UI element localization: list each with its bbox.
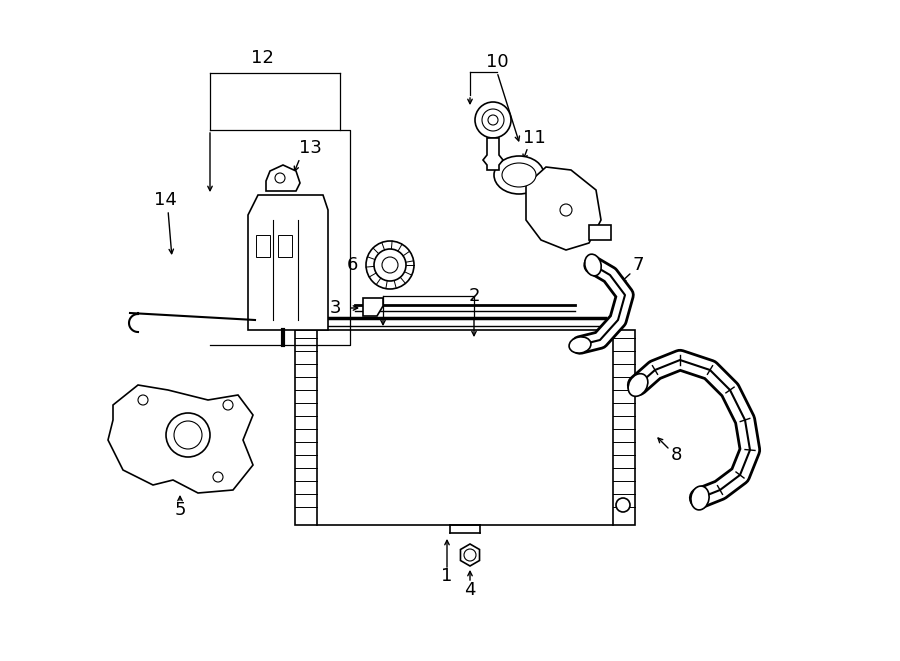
Polygon shape [526, 167, 601, 250]
Ellipse shape [569, 337, 591, 353]
Bar [256, 235, 270, 257]
Text: 7: 7 [632, 256, 644, 274]
Circle shape [374, 249, 406, 281]
Text: 6: 6 [346, 256, 357, 274]
Polygon shape [589, 225, 611, 240]
Circle shape [560, 204, 572, 216]
Polygon shape [363, 298, 383, 316]
Text: 12: 12 [250, 49, 274, 67]
Ellipse shape [502, 163, 536, 187]
Ellipse shape [628, 373, 648, 397]
Text: 13: 13 [299, 139, 321, 157]
Text: 8: 8 [670, 446, 681, 464]
Text: 10: 10 [486, 53, 508, 71]
Ellipse shape [691, 486, 709, 510]
Circle shape [223, 400, 233, 410]
Polygon shape [248, 195, 328, 330]
Text: 14: 14 [154, 191, 176, 209]
Circle shape [475, 102, 511, 138]
Circle shape [174, 421, 202, 449]
Circle shape [482, 109, 504, 131]
Polygon shape [483, 138, 503, 170]
Text: 1: 1 [441, 567, 453, 585]
Text: 5: 5 [175, 501, 185, 519]
Text: 2: 2 [468, 287, 480, 305]
Polygon shape [108, 385, 253, 493]
Text: 9: 9 [566, 184, 578, 202]
Polygon shape [266, 165, 300, 191]
Circle shape [138, 395, 148, 405]
Bar [295, 330, 635, 525]
Circle shape [616, 498, 630, 512]
Circle shape [488, 115, 498, 125]
Circle shape [166, 413, 210, 457]
Circle shape [275, 173, 285, 183]
Text: 11: 11 [523, 129, 545, 147]
Circle shape [366, 241, 414, 289]
Circle shape [464, 549, 476, 561]
Circle shape [213, 472, 223, 482]
Bar [278, 235, 292, 257]
Circle shape [382, 257, 398, 273]
Text: 4: 4 [464, 581, 476, 599]
Ellipse shape [585, 254, 601, 276]
Ellipse shape [494, 156, 544, 194]
Polygon shape [461, 544, 480, 566]
Text: 3: 3 [329, 299, 341, 317]
